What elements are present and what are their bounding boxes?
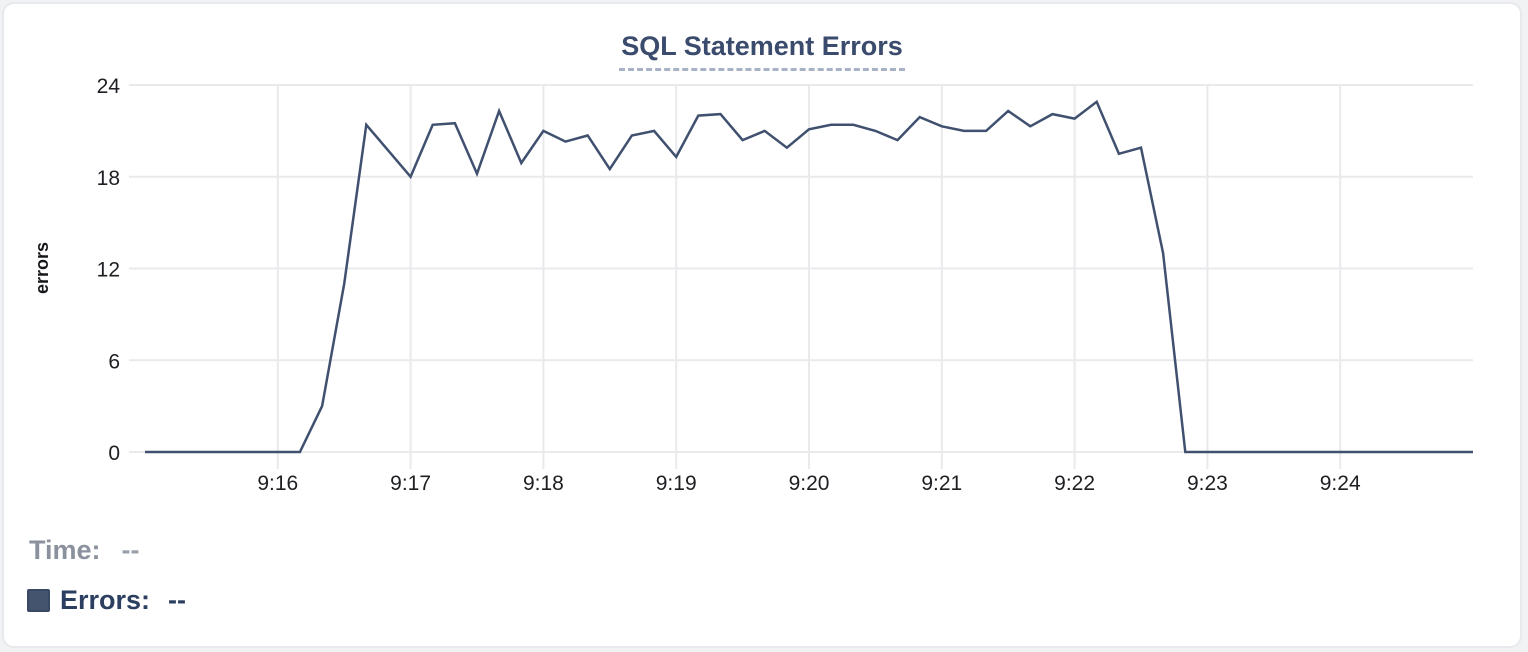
x-tick-label: 9:23	[1187, 472, 1228, 495]
y-tick-label: 12	[97, 259, 120, 282]
x-tick-label: 9:17	[390, 472, 431, 495]
time-label: Time:	[29, 535, 101, 565]
legend-errors-series: Errors: --	[27, 585, 186, 616]
x-tick-label: 9:24	[1320, 472, 1361, 495]
series-line-errors	[145, 99, 1473, 454]
y-axis-title: errors	[32, 242, 52, 294]
chart-header: SQL Statement Errors	[4, 31, 1520, 71]
y-tick-label: 6	[108, 350, 120, 373]
x-tick-label: 9:22	[1054, 472, 1095, 495]
hover-readout-time: Time: --	[29, 535, 140, 566]
x-tick-label: 9:16	[257, 472, 298, 495]
y-tick-label: 0	[108, 442, 120, 465]
y-tick-label: 18	[97, 167, 120, 190]
chart-title-link[interactable]: SQL Statement Errors	[619, 31, 905, 71]
errors-series-swatch	[27, 589, 50, 612]
time-value: --	[121, 535, 140, 565]
errors-label: Errors:	[60, 585, 151, 615]
errors-value: --	[168, 585, 187, 615]
sql-errors-line-chart[interactable]: 0 6 12 18 24 9:16 9:17 9:18 9:19 9:20 9:21 9:22 9:23…	[2, 2, 1522, 507]
x-tick-label: 9:21	[921, 472, 962, 495]
y-tick-label: 24	[97, 75, 121, 98]
x-tick-label: 9:18	[523, 472, 564, 495]
x-tick-label: 9:19	[656, 472, 697, 495]
x-tick-label: 9:20	[789, 472, 830, 495]
